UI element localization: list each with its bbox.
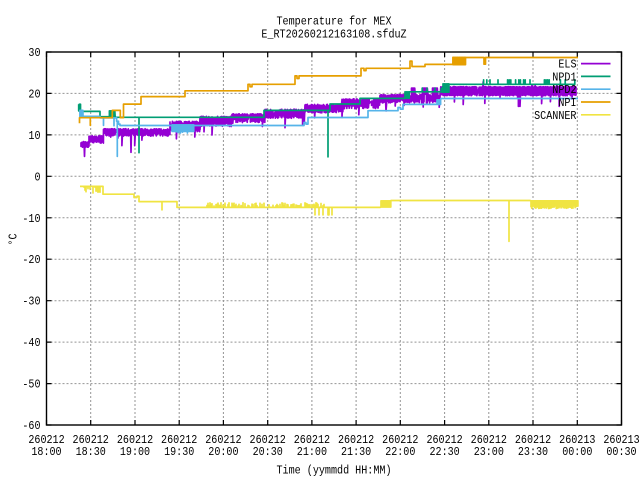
svg-text:22:30: 22:30 (430, 445, 460, 459)
svg-text:SCANNER: SCANNER (534, 109, 576, 123)
svg-text:10: 10 (28, 129, 40, 143)
svg-text:20:00: 20:00 (208, 445, 238, 459)
svg-text:0: 0 (35, 170, 41, 184)
svg-text:20: 20 (28, 87, 40, 101)
svg-text:NPD2: NPD2 (552, 83, 576, 97)
svg-text:18:30: 18:30 (76, 445, 106, 459)
svg-text:19:00: 19:00 (120, 445, 150, 459)
svg-text:260213: 260213 (603, 433, 639, 447)
svg-text:260212: 260212 (161, 433, 197, 447)
svg-text:-30: -30 (22, 295, 40, 309)
svg-text:-40: -40 (22, 336, 40, 350)
svg-text:-20: -20 (22, 253, 40, 267)
svg-text:-50: -50 (22, 378, 40, 392)
svg-text:Time (yymmdd HH:MM): Time (yymmdd HH:MM) (277, 463, 392, 477)
svg-text:260212: 260212 (294, 433, 330, 447)
svg-text:23:30: 23:30 (518, 445, 548, 459)
svg-text:260212: 260212 (250, 433, 286, 447)
svg-text:NPD1: NPD1 (552, 70, 576, 84)
svg-text:23:00: 23:00 (474, 445, 504, 459)
svg-text:260212: 260212 (426, 433, 462, 447)
svg-text:30: 30 (28, 46, 40, 60)
svg-text:00:30: 00:30 (606, 445, 636, 459)
svg-text:260212: 260212 (382, 433, 418, 447)
svg-text:NPI: NPI (558, 96, 576, 110)
svg-text:260213: 260213 (559, 433, 595, 447)
svg-text:18:00: 18:00 (31, 445, 61, 459)
svg-text:260212: 260212 (117, 433, 153, 447)
svg-text:00:00: 00:00 (562, 445, 592, 459)
svg-text:22:00: 22:00 (385, 445, 415, 459)
svg-text:19:30: 19:30 (164, 445, 194, 459)
svg-text:ELS: ELS (558, 58, 576, 72)
svg-text:260212: 260212 (28, 433, 64, 447)
svg-text:°C: °C (7, 233, 21, 245)
svg-text:Temperature for MEX: Temperature for MEX (277, 15, 392, 29)
svg-text:260212: 260212 (338, 433, 374, 447)
svg-text:21:30: 21:30 (341, 445, 371, 459)
svg-text:20:30: 20:30 (253, 445, 283, 459)
svg-text:260212: 260212 (471, 433, 507, 447)
svg-text:260212: 260212 (515, 433, 551, 447)
svg-text:-60: -60 (22, 419, 40, 433)
svg-text:21:00: 21:00 (297, 445, 327, 459)
svg-text:260212: 260212 (73, 433, 109, 447)
svg-text:260212: 260212 (205, 433, 241, 447)
svg-text:E_RT20260212163108.sfduZ: E_RT20260212163108.sfduZ (261, 28, 406, 42)
svg-text:-10: -10 (22, 212, 40, 226)
